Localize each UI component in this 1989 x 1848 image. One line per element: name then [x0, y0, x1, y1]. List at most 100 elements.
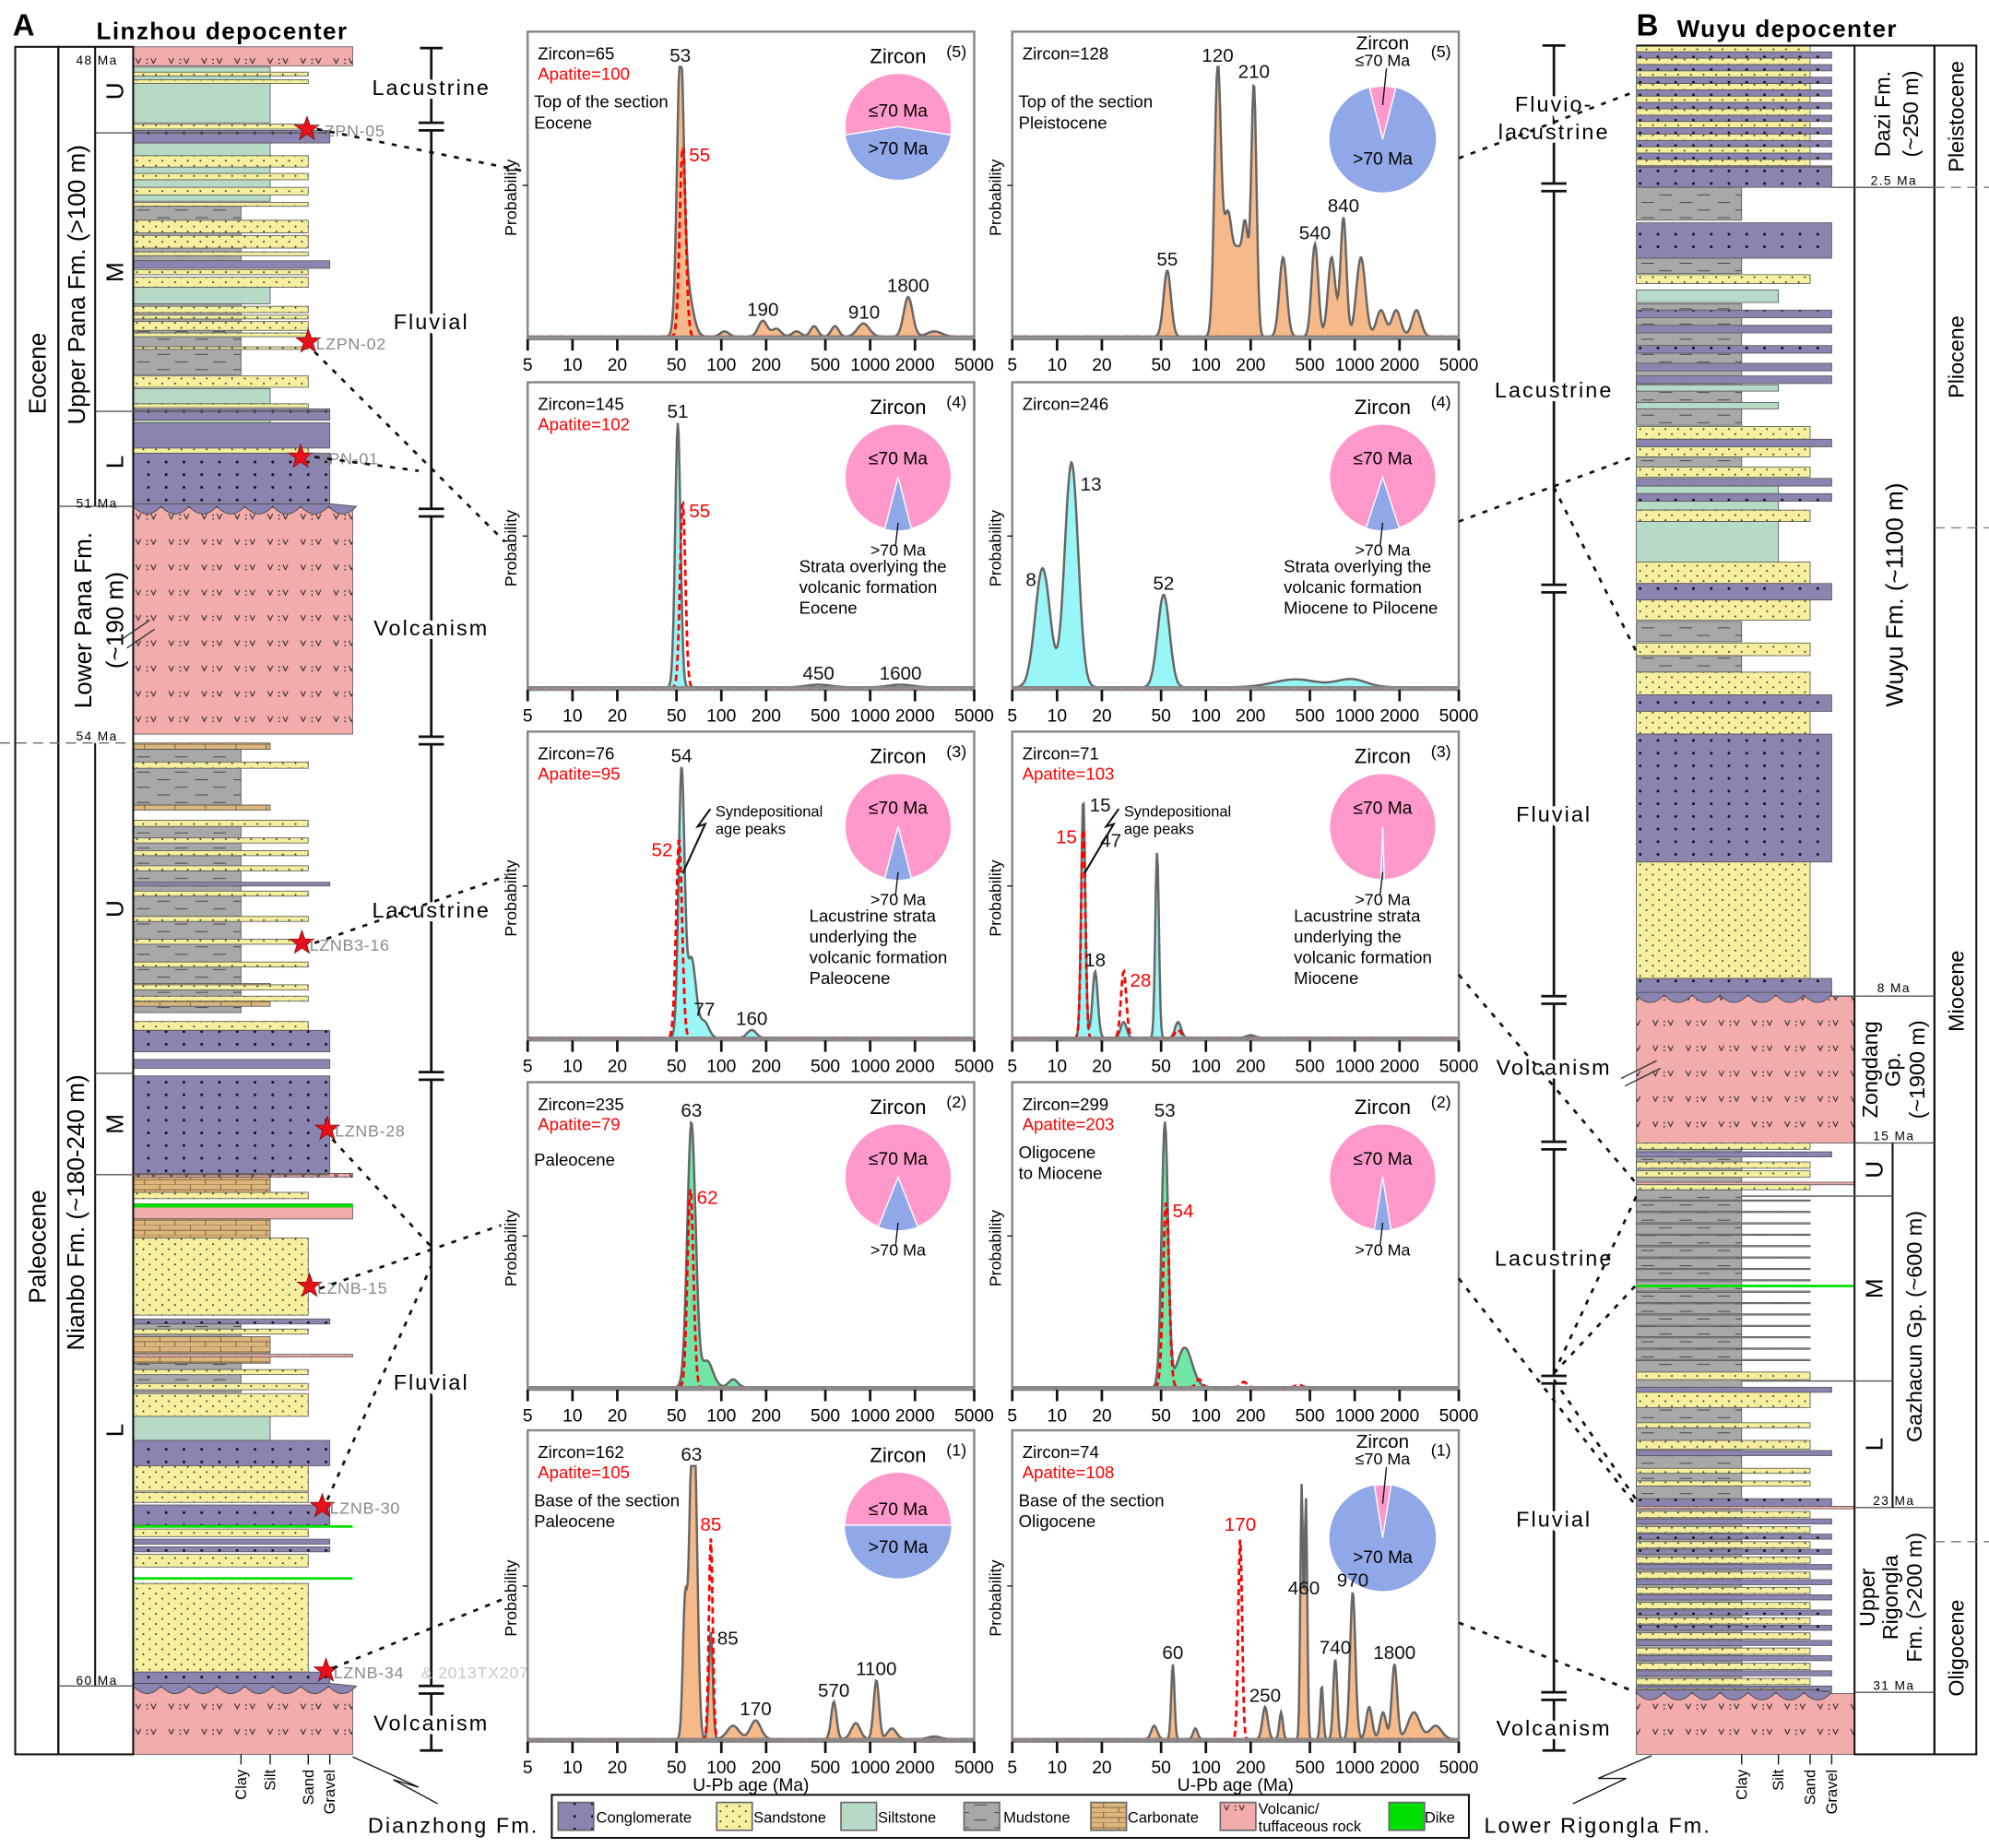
env-lacustrine: Lacustrine [372, 76, 491, 100]
legend-label: Volcanic/ [1259, 1801, 1320, 1818]
formation-upper-rigongla: Upper [1855, 1568, 1879, 1627]
bed-sandstone [133, 761, 309, 769]
timeline-break [418, 1686, 444, 1694]
bed-sandstone [1636, 1467, 1811, 1475]
bed-siltstone [1636, 384, 1780, 392]
timeline-break-mark [418, 1684, 444, 1695]
legend-swatch-conglomerate [557, 1801, 595, 1831]
age-spectrum-panel-8: 5 10 20 50 100 200 500 1000 2000 5000 Probability Z… [986, 1081, 1478, 1426]
bed-sandstone [1636, 1677, 1811, 1686]
sample-correlation-lines [314, 89, 1638, 1694]
bed-sandstone [133, 1554, 309, 1568]
legend-swatch-sandstone [716, 1801, 753, 1831]
bed-conglomerate [1636, 309, 1832, 318]
x-tick-label: 10 [562, 356, 582, 375]
formation-upper-rigongla-thickness: Fm. (>200 m) [1902, 1533, 1926, 1663]
bed-sandstone [133, 277, 309, 288]
x-tick-label: 2000 [895, 1406, 935, 1426]
env-fluvial: Fluvial [1516, 1507, 1592, 1531]
apatite-count: Apatite=105 [538, 1463, 630, 1482]
grain-size-label-silt: Silt [262, 1769, 278, 1790]
bed-sandstone [1636, 1392, 1811, 1408]
panel-number: (4) [946, 393, 966, 411]
timeline-break [1541, 1692, 1567, 1700]
bed-sandstone [1636, 1647, 1811, 1655]
lithology-legend: Conglomerate Sandstone Siltstone Mudstone Ca… [551, 1794, 1471, 1840]
panel-number: (4) [1431, 393, 1451, 411]
apatite-count: Apatite=103 [1023, 764, 1115, 784]
bed-sandstone [133, 820, 309, 827]
correlation-line [1552, 1195, 1638, 1374]
x-tick-label: 5 [523, 1406, 533, 1426]
wuyu-title: Wuyu depocenter [1677, 15, 1898, 42]
legend-swatch-mudstone [963, 1801, 1000, 1831]
timeline-break-mark [418, 121, 444, 132]
bed-conglomerate [1636, 1534, 1832, 1540]
bed-mudstone [1636, 1245, 1811, 1248]
pie-title: Zircon [870, 1443, 926, 1466]
bed-sandstone [133, 268, 309, 276]
bed-conglomerate [1636, 1625, 1832, 1631]
peak-age-label: 570 [818, 1680, 849, 1701]
peak-age-label: 52 [1153, 574, 1174, 595]
grain-size-label-clay: Clay [233, 1769, 250, 1800]
bed-conglomerate [1636, 492, 1832, 502]
env-lacustrine: Lacustrine [372, 898, 491, 922]
sample-description: Miocene [1294, 968, 1358, 988]
member-u: U [101, 900, 128, 918]
bed-conglomerate [1636, 1579, 1832, 1585]
sample-description: volcanic formation [810, 948, 948, 967]
x-tick-label: 2000 [895, 356, 935, 375]
bed-mudstone [1636, 456, 1743, 468]
sample-label: LZPN-05 [314, 122, 385, 140]
x-tick-label: 2000 [895, 706, 935, 726]
bed-conglomerate [1636, 1640, 1832, 1646]
pie-label-gt70: >70 Ma [870, 890, 926, 908]
break-symbol [1620, 1060, 1662, 1087]
bed-sandstone [1636, 45, 1811, 53]
bed-sandstone [1636, 1510, 1811, 1519]
timeline-break [1541, 184, 1567, 192]
bed-sandstone [1636, 1143, 1811, 1150]
correlation-line [316, 127, 524, 172]
pie-slice-le70 [844, 72, 953, 136]
bed-dike [1636, 1285, 1855, 1287]
bed-conglomerate [1636, 77, 1832, 85]
x-tick-label: 200 [1236, 1406, 1265, 1426]
x-tick-label: 10 [1048, 1058, 1067, 1077]
x-tick-label: 500 [1296, 1759, 1325, 1778]
panel-letter-b: B [1637, 7, 1659, 41]
bed-mudstone [1636, 1233, 1811, 1237]
bed-mudstone [1636, 257, 1743, 274]
pie-leader [894, 1222, 899, 1246]
pie-slice-le70 [844, 1123, 953, 1228]
peak-age-label: 55 [689, 145, 710, 166]
x-tick-label: 1000 [1335, 1759, 1375, 1778]
x-tick-label: 20 [1092, 1759, 1111, 1778]
bed-conglomerate [1636, 1151, 1832, 1157]
pie-slice-le70 [1368, 85, 1397, 140]
correlation-line [1458, 1621, 1638, 1694]
y-axis-label: Probability [502, 1559, 520, 1636]
x-tick-label: 50 [1151, 706, 1170, 726]
peak-age-label: 13 [1081, 474, 1102, 495]
bed-sandstone [1636, 642, 1811, 657]
correlation-line [1458, 454, 1638, 523]
grain-size-label-sand: Sand [301, 1770, 317, 1805]
age-spectrum-panel-7: 5 10 20 50 100 200 500 1000 2000 5000 Probability Z… [502, 1081, 994, 1426]
sample-star-icon [293, 115, 320, 140]
y-axis-label: Probability [986, 510, 1004, 586]
formation-lower-pana-thickness: (~190 m) [101, 572, 128, 669]
sample-label: LZPN-01 [308, 450, 378, 468]
bed-sandstone [1636, 274, 1811, 284]
bed-sandstone [1636, 108, 1811, 116]
base-unit-leader [352, 1756, 438, 1805]
bed-sandstone [133, 375, 309, 388]
x-tick-label: 100 [1191, 706, 1221, 726]
zircon-count: Zircon=65 [538, 44, 614, 64]
bed-sandstone [1636, 57, 1811, 65]
epoch-miocene: Miocene [1944, 951, 1968, 1032]
pie-leader [894, 522, 899, 546]
age-60: 60 Ma [77, 1674, 118, 1688]
x-tick-label: 50 [1151, 1759, 1170, 1778]
